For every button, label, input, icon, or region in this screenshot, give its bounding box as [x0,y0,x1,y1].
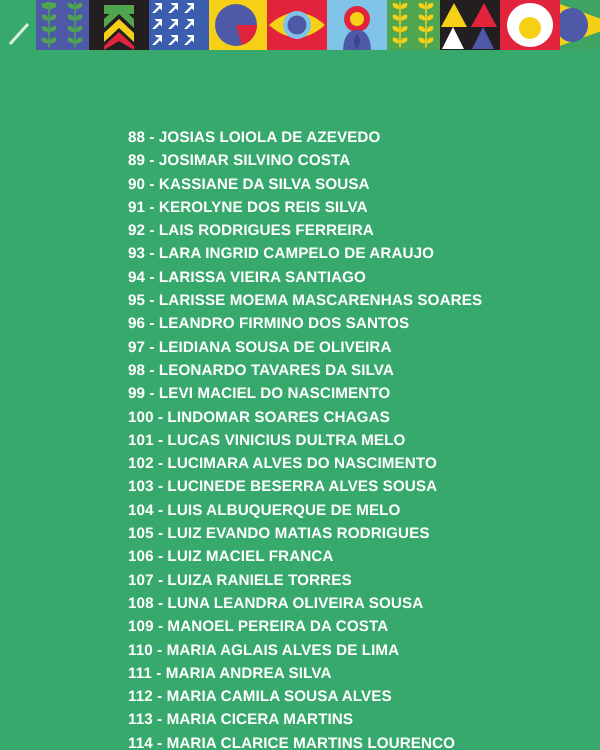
decorative-pattern-banner [0,0,600,50]
eye-tile [267,0,327,50]
arrow-up-right-icon [152,3,194,45]
wheat-blue-tile [36,0,89,50]
diagonal-slash-icon [8,22,30,46]
list-item: 113 - MARIA CICERA MARTINS [128,711,354,729]
list-item: 95 - LARISSE MOEMA MASCARENHAS SOARES [128,292,483,310]
chevron-up-icon [104,5,134,50]
triangles-tile [440,0,500,50]
egg-circle-tile [500,0,560,50]
list-item: 93 - LARA INGRID CAMPELO DE ARAUJO [128,245,435,263]
circle-icon [507,3,553,47]
list-item: 107 - LUIZA RANIELE TORRES [128,571,352,589]
list-item: 102 - LUCIMARA ALVES DO NASCIMENTO [128,455,437,473]
list-item: 92 - LAIS RODRIGUES FERREIRA [128,222,374,240]
flower-tile [327,0,387,50]
numbered-name-list: 88 - JOSIAS LOIOLA DE AZEVEDO 89 - JOSIM… [128,126,568,750]
brazil-arrow-tile [560,0,600,50]
list-item: 108 - LUNA LEANDRA OLIVEIRA SOUSA [128,594,424,612]
list-item: 88 - JOSIAS LOIOLA DE AZEVEDO [128,129,381,146]
pie-chart-icon [215,4,257,46]
triangle-icon [441,3,497,49]
corner-slash-tile [0,0,36,50]
pie-chart-tile [209,0,267,50]
list-item: 105 - LUIZ EVANDO MATIAS RODRIGUES [128,525,430,543]
list-item: 96 - LEANDRO FIRMINO DOS SANTOS [128,315,410,333]
list-item: 98 - LEONARDO TAVARES DA SILVA [128,361,394,379]
arrow-grid-tile [149,0,209,50]
list-item: 91 - KEROLYNE DOS REIS SILVA [128,198,368,216]
eye-icon [269,11,325,39]
list-item: 99 - LEVI MACIEL DO NASCIMENTO [128,385,391,403]
list-item: 114 - MARIA CLARICE MARTINS LOURENCO [128,734,456,750]
wheat-green-tile [387,0,440,50]
list-item: 103 - LUCINEDE BESERRA ALVES SOUSA [128,478,438,496]
chevron-stack-tile [89,0,149,50]
list-item: 109 - MANOEL PEREIRA DA COSTA [128,618,389,636]
wheat-sprig-icon [41,2,83,48]
wheat-sprig-icon [392,2,434,48]
list-item: 104 - LUIS ALBUQUERQUE DE MELO [128,501,401,519]
list-item: 89 - JOSIMAR SILVINO COSTA [128,152,351,170]
list-item: 110 - MARIA AGLAIS ALVES DE LIMA [128,641,400,659]
list-item: 112 - MARIA CAMILA SOUSA ALVES [128,688,392,706]
list-item: 100 - LINDOMAR SOARES CHAGAS [128,408,390,426]
list-item: 97 - LEIDIANA SOUSA DE OLIVEIRA [128,338,392,356]
list-item: 90 - KASSIANE DA SILVA SOUSA [128,175,370,193]
list-item: 111 - MARIA ANDREA SILVA [128,664,332,682]
list-item: 94 - LARISSA VIEIRA SANTIAGO [128,268,366,286]
list-item: 101 - LUCAS VINICIUS DULTRA MELO [128,431,406,449]
flower-icon [343,6,371,50]
triangle-right-icon [560,4,600,46]
list-item: 106 - LUIZ MACIEL FRANCA [128,548,334,566]
